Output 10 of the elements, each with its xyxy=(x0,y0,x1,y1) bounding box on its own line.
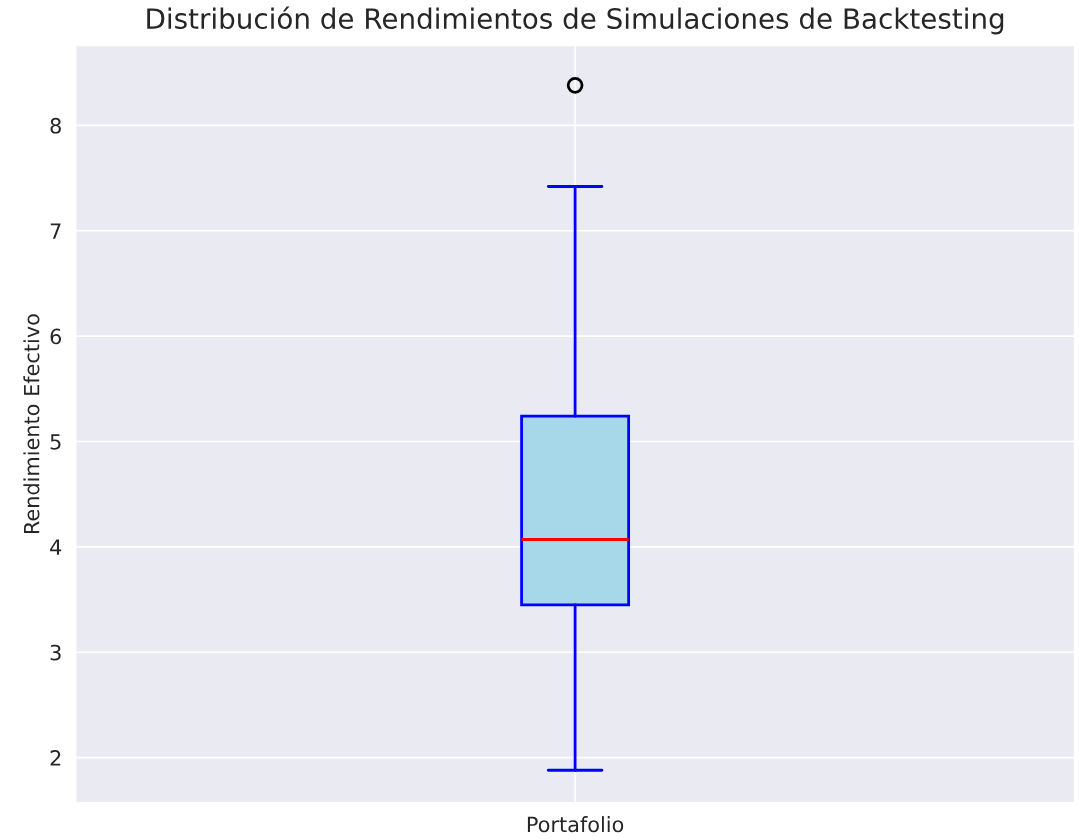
chart-title: Distribución de Rendimientos de Simulaciones de Backtesting xyxy=(147,6,1004,35)
y-axis-title: Rendimiento Efectivo xyxy=(23,314,40,534)
y-tick-label: 8 xyxy=(50,117,61,134)
x-tick-label: Portafolio xyxy=(527,816,624,833)
y-tick-label: 5 xyxy=(50,434,61,450)
y-tick-label: 6 xyxy=(50,328,62,345)
y-tick-label: 3 xyxy=(50,644,61,661)
y-tick-label: 2 xyxy=(50,750,61,766)
y-tick-label: 7 xyxy=(50,223,61,239)
y-tick-label: 4 xyxy=(50,539,62,555)
